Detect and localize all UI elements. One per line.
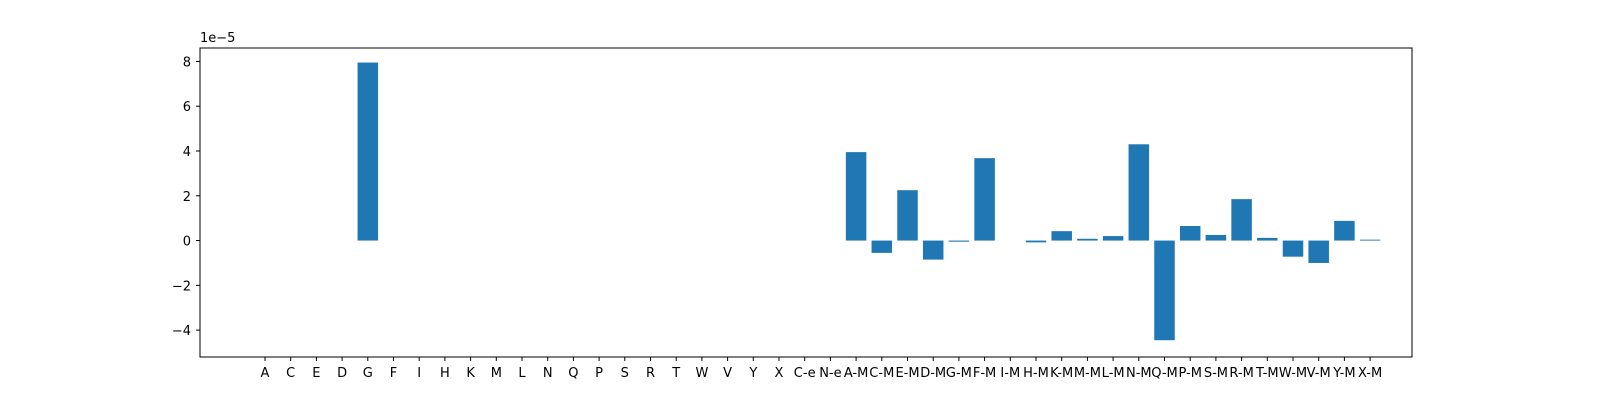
x-tick-label: I-M <box>1000 366 1020 381</box>
bar-P-M <box>1179 226 1201 241</box>
x-tick-label: P-M <box>1178 366 1201 381</box>
x-tick-label: N-e <box>819 366 841 381</box>
x-tick-label: D-M <box>920 366 946 381</box>
plot-frame <box>199 47 1413 358</box>
bar-M-M <box>1077 238 1098 241</box>
x-tick-label: T <box>671 366 680 381</box>
x-tick-label: K <box>466 366 475 381</box>
x-tick-label: A <box>261 366 270 381</box>
x-tick-label: M <box>491 366 502 381</box>
bar-F-M <box>974 158 995 241</box>
bar-C-M <box>871 240 893 253</box>
x-tick-label: S <box>621 366 629 381</box>
bar-L-M <box>1102 236 1124 241</box>
bar-G-M <box>948 240 970 242</box>
x-tick-label: T-M <box>1255 366 1279 381</box>
bar-Q-M <box>1154 240 1175 341</box>
x-tick-label: K-M <box>1050 366 1073 381</box>
y-tick-label: 2 <box>183 190 191 205</box>
bar-Y-M <box>1334 220 1355 241</box>
bar-T-M <box>1257 237 1278 241</box>
x-tick-label: Q <box>568 366 578 381</box>
y-scale-offset-label: 1e−5 <box>200 31 235 46</box>
x-tick-label: G-M <box>946 366 972 381</box>
x-tick-label: W <box>695 366 708 381</box>
x-tick-label: I <box>417 366 421 381</box>
bar-X-M <box>1359 239 1381 241</box>
x-tick-label: H <box>440 366 450 381</box>
bar-D-M <box>922 240 944 260</box>
x-tick-label: H-M <box>1023 366 1049 381</box>
x-tick-label: F-M <box>973 366 996 381</box>
x-tick-label: D <box>337 366 347 381</box>
x-tick-label: C-M <box>869 366 894 381</box>
x-tick-label: L-M <box>1102 366 1125 381</box>
x-tick-label: M-M <box>1074 366 1101 381</box>
x-tick-label: S-M <box>1204 366 1228 381</box>
x-tick-label: V <box>723 366 732 381</box>
x-tick-label: L <box>518 366 526 381</box>
x-tick-label: V-M <box>1307 366 1331 381</box>
bar-V-M <box>1308 240 1329 263</box>
x-tick-label: R <box>646 366 655 381</box>
bars-group <box>357 62 1381 341</box>
bar-N-M <box>1128 144 1150 241</box>
x-tick-label: E-M <box>895 366 919 381</box>
bar-H-M <box>1025 240 1047 243</box>
y-tick-label: 0 <box>183 235 191 250</box>
x-tick-label: Y <box>748 366 757 381</box>
y-tick-label: −4 <box>172 324 191 339</box>
bar-G <box>357 62 379 241</box>
x-tick-label: X-M <box>1358 366 1382 381</box>
bar-E-M <box>897 190 918 241</box>
y-tick-label: 8 <box>183 55 191 70</box>
x-tick-label: X <box>775 366 784 381</box>
bar-R-M <box>1231 199 1252 241</box>
x-tick-label: A-M <box>844 366 869 381</box>
x-tick-label: C-e <box>794 366 816 381</box>
x-axis: A C E D G F I H K M L N Q P S R T W V Y X C-e N-e A-M C-M E-M D-M G… <box>261 357 1382 381</box>
x-tick-label: C <box>286 366 295 381</box>
x-tick-label: G <box>363 366 373 381</box>
bar-K-M <box>1051 231 1072 241</box>
x-tick-label: Y-M <box>1332 366 1355 381</box>
bar-A-M <box>845 152 867 241</box>
x-tick-label: R-M <box>1229 366 1253 381</box>
bar-S-M <box>1205 234 1227 241</box>
y-tick-label: 4 <box>183 145 191 160</box>
x-tick-label: N-M <box>1126 366 1152 381</box>
x-tick-label: P <box>595 366 603 381</box>
y-axis: −4 −2 0 2 4 6 8 <box>172 55 200 339</box>
y-tick-label: −2 <box>172 279 191 294</box>
x-tick-label: F <box>390 366 397 381</box>
x-tick-label: N <box>543 366 553 381</box>
bar-W-M <box>1282 240 1304 257</box>
x-tick-label: E <box>312 366 320 381</box>
x-tick-label: W-M <box>1279 366 1307 381</box>
y-tick-label: 6 <box>183 100 191 115</box>
x-tick-label: Q-M <box>1151 366 1178 381</box>
